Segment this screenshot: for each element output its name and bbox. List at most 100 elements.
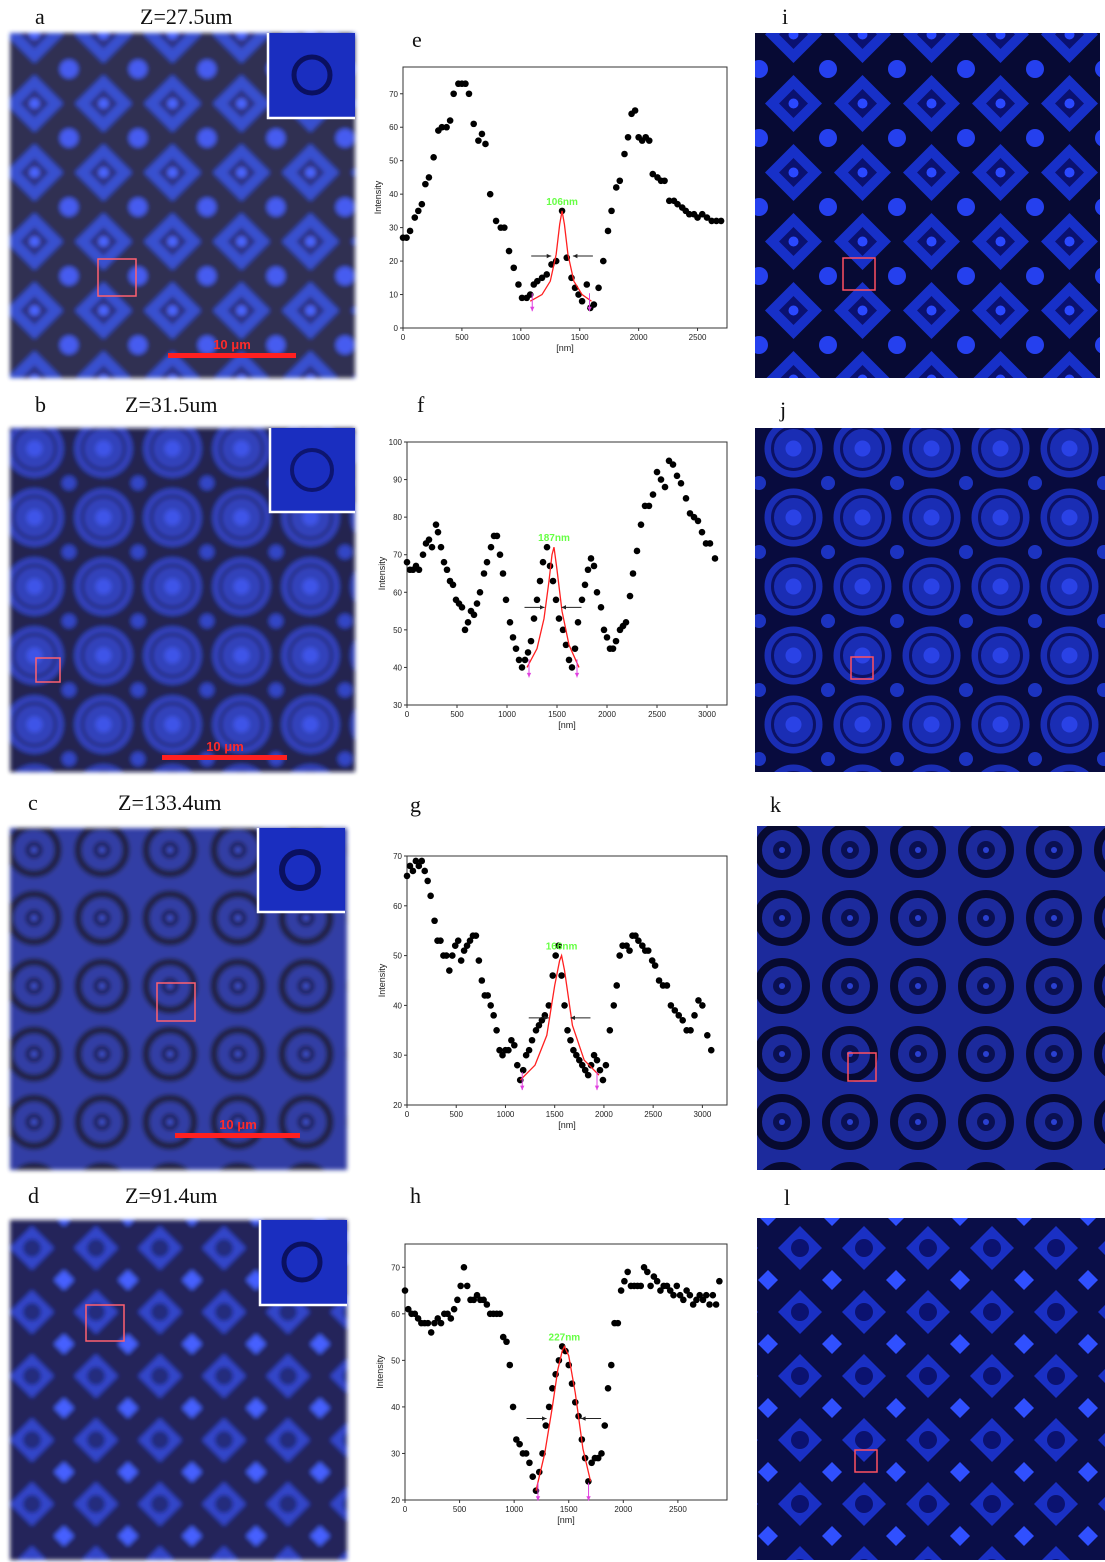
data-point: [533, 596, 541, 604]
data-point: [502, 596, 510, 604]
arrow-head: [535, 1496, 541, 1501]
x-tick-label: 0: [405, 710, 410, 719]
data-point: [599, 257, 607, 265]
data-point: [515, 281, 522, 288]
data-point: [404, 1305, 412, 1313]
y-tick-label: 60: [393, 902, 402, 911]
data-point: [499, 1333, 507, 1341]
y-tick-label: 40: [389, 190, 398, 199]
data-point: [454, 937, 462, 944]
data-point: [430, 154, 437, 161]
image-l: [757, 1218, 1105, 1560]
data-point: [694, 214, 701, 221]
panel-label: a: [35, 4, 45, 29]
data-point: [522, 1450, 530, 1457]
x-tick-label: 2000: [630, 333, 648, 342]
data-point: [403, 558, 411, 566]
y-axis-label: Intensity: [377, 556, 387, 590]
data-point: [529, 1473, 537, 1481]
x-tick-label: 1000: [497, 1110, 515, 1119]
data-point: [552, 596, 560, 604]
data-point: [503, 1338, 510, 1346]
data-point: [667, 1002, 675, 1009]
data-point: [463, 1282, 471, 1290]
data-point: [530, 615, 538, 622]
data-point: [487, 1002, 494, 1009]
data-point: [427, 1329, 435, 1336]
data-point: [631, 107, 639, 114]
data-point: [465, 90, 473, 98]
data-point: [451, 942, 459, 949]
x-axis-label: [nm]: [558, 720, 576, 730]
y-tick-label: 60: [391, 1310, 400, 1319]
data-point: [555, 615, 563, 622]
data-point: [657, 1287, 664, 1294]
arrow-head: [572, 253, 578, 259]
arrow-head: [561, 605, 567, 610]
panel-label: b: [35, 392, 46, 417]
data-point: [464, 619, 472, 626]
data-point: [653, 1277, 661, 1285]
data-point: [411, 1310, 419, 1318]
data-point: [578, 596, 586, 604]
data-point: [478, 130, 486, 138]
data-point: [527, 637, 535, 645]
data-point: [543, 271, 551, 278]
data-point: [444, 1310, 451, 1318]
data-point: [691, 1012, 698, 1019]
data-point: [570, 1046, 577, 1054]
data-point: [584, 1071, 592, 1079]
panel-label: h: [410, 1183, 421, 1208]
data-point: [644, 1268, 651, 1276]
data-point: [437, 937, 444, 944]
data-point: [614, 1319, 622, 1327]
data-point: [486, 190, 494, 198]
y-tick-label: 50: [393, 626, 402, 635]
data-point: [521, 656, 529, 664]
data-point: [414, 1315, 422, 1322]
data-point: [545, 1403, 553, 1411]
data-point: [564, 1027, 571, 1034]
data-point: [406, 862, 414, 870]
data-point: [549, 577, 557, 585]
data-point: [596, 1066, 604, 1074]
data-point: [644, 947, 652, 954]
data-point: [501, 224, 508, 231]
data-point: [587, 1061, 595, 1069]
data-point: [673, 472, 681, 480]
y-tick-label: 60: [393, 588, 402, 597]
x-tick-label: 2000: [598, 710, 616, 719]
data-point: [581, 1066, 589, 1074]
data-point: [650, 1273, 658, 1280]
data-point: [607, 1361, 615, 1369]
data-point: [483, 558, 491, 566]
data-point: [475, 137, 482, 144]
data-point: [513, 1061, 521, 1069]
x-tick-label: 3000: [698, 710, 716, 719]
fwhm-annotation: 227nm: [549, 1332, 581, 1343]
data-point: [437, 1319, 445, 1327]
data-point: [473, 1291, 481, 1299]
y-tick-label: 20: [391, 1496, 400, 1505]
scale-bar-label: 10 μm: [206, 739, 244, 754]
data-point: [587, 555, 595, 562]
data-point: [698, 528, 706, 536]
data-point: [670, 1291, 677, 1299]
data-point: [443, 952, 450, 959]
data-point: [415, 207, 422, 215]
data-point: [483, 1301, 491, 1308]
data-point: [440, 558, 448, 566]
data-point: [427, 892, 434, 900]
data-point: [466, 937, 474, 944]
data-point: [673, 1282, 681, 1290]
data-point: [661, 483, 669, 491]
data-point: [661, 177, 668, 185]
data-point: [637, 521, 645, 528]
data-point: [633, 547, 641, 555]
y-tick-label: 80: [393, 513, 402, 522]
y-tick-label: 50: [389, 157, 398, 166]
arrow-head: [530, 306, 535, 312]
panel-label: d: [28, 1183, 39, 1208]
data-point: [549, 1384, 556, 1392]
data-point: [562, 641, 570, 649]
